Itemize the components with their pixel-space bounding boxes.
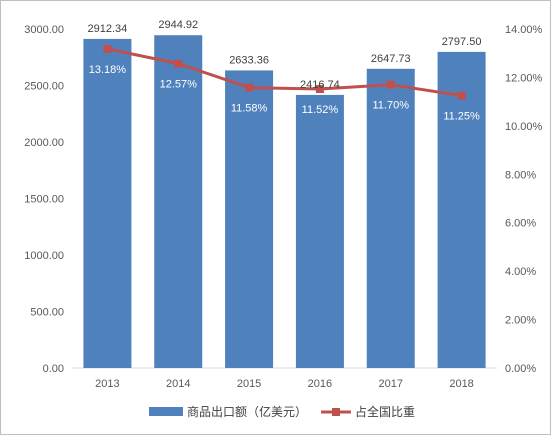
x-tick-label: 2018	[449, 378, 473, 390]
x-tick-label: 2017	[379, 378, 403, 390]
line-series	[103, 44, 466, 100]
bar-value-label: 2633.36	[229, 54, 269, 66]
bar-value-label: 2647.73	[371, 53, 411, 65]
y-left-tick-label: 1000.00	[24, 250, 64, 262]
legend-bar-label: 商品出口额（亿美元）	[187, 404, 307, 419]
line-marker	[174, 59, 183, 68]
y-left-tick-label: 2500.00	[24, 81, 64, 93]
bar	[83, 38, 132, 368]
bar	[225, 70, 274, 368]
line-path	[107, 47, 462, 98]
y-right-tick-label: 6.00%	[505, 218, 536, 230]
bar	[154, 35, 203, 369]
data-labels: 2912.34 2944.92 2633.36 2416.74 2647.73 2797.…	[88, 19, 482, 122]
bar-series	[83, 35, 486, 369]
x-tick-label: 2013	[95, 378, 119, 390]
line-value-label: 11.58%	[231, 103, 268, 115]
bar-value-label: 2797.50	[442, 36, 482, 48]
bar	[366, 68, 415, 368]
line-value-label: 11.25%	[443, 111, 480, 123]
bar	[437, 51, 486, 368]
line-value-label: 13.18%	[89, 64, 127, 76]
line-marker	[245, 83, 254, 92]
y-left-tick-label: 0.00	[43, 363, 64, 375]
y-left-tick-label: 500.00	[30, 307, 64, 319]
bar-value-label: 2912.34	[88, 23, 128, 35]
x-tick-label: 2014	[166, 378, 190, 390]
y-left-tick-label: 1500.00	[24, 194, 64, 206]
x-tick-label: 2016	[308, 378, 332, 390]
y-left-tick-label: 2000.00	[24, 137, 64, 149]
y-right-tick-label: 0.00%	[505, 363, 536, 375]
legend: 商品出口额（亿美元） 占全国比重	[149, 404, 415, 419]
y-right-tick-label: 10.00%	[505, 121, 543, 133]
line-value-label: 12.57%	[160, 79, 198, 91]
legend-line-label: 占全国比重	[355, 404, 415, 419]
bar-value-label: 2416.74	[300, 79, 340, 91]
line-marker	[103, 44, 112, 53]
line-marker	[315, 85, 324, 94]
axes: 0.00 500.00 1000.00 1500.00 2000.00 2500.00 30…	[24, 24, 542, 390]
y-right-tick-label: 14.00%	[505, 24, 543, 36]
legend-line-marker	[332, 408, 340, 416]
bar	[295, 94, 344, 368]
bar-value-label: 2944.92	[158, 19, 198, 31]
y-right-tick-label: 2.00%	[505, 315, 536, 327]
line-value-label: 11.52%	[302, 104, 339, 116]
x-tick-label: 2015	[237, 378, 261, 390]
legend-bar-swatch	[149, 407, 183, 416]
y-right-tick-label: 8.00%	[505, 169, 536, 181]
line-marker	[457, 91, 466, 100]
line-value-label: 11.70%	[373, 100, 410, 112]
y-right-tick-label: 12.00%	[505, 72, 543, 84]
line-marker	[386, 80, 395, 89]
y-left-tick-label: 3000.00	[24, 24, 64, 36]
y-right-tick-label: 4.00%	[505, 266, 536, 278]
